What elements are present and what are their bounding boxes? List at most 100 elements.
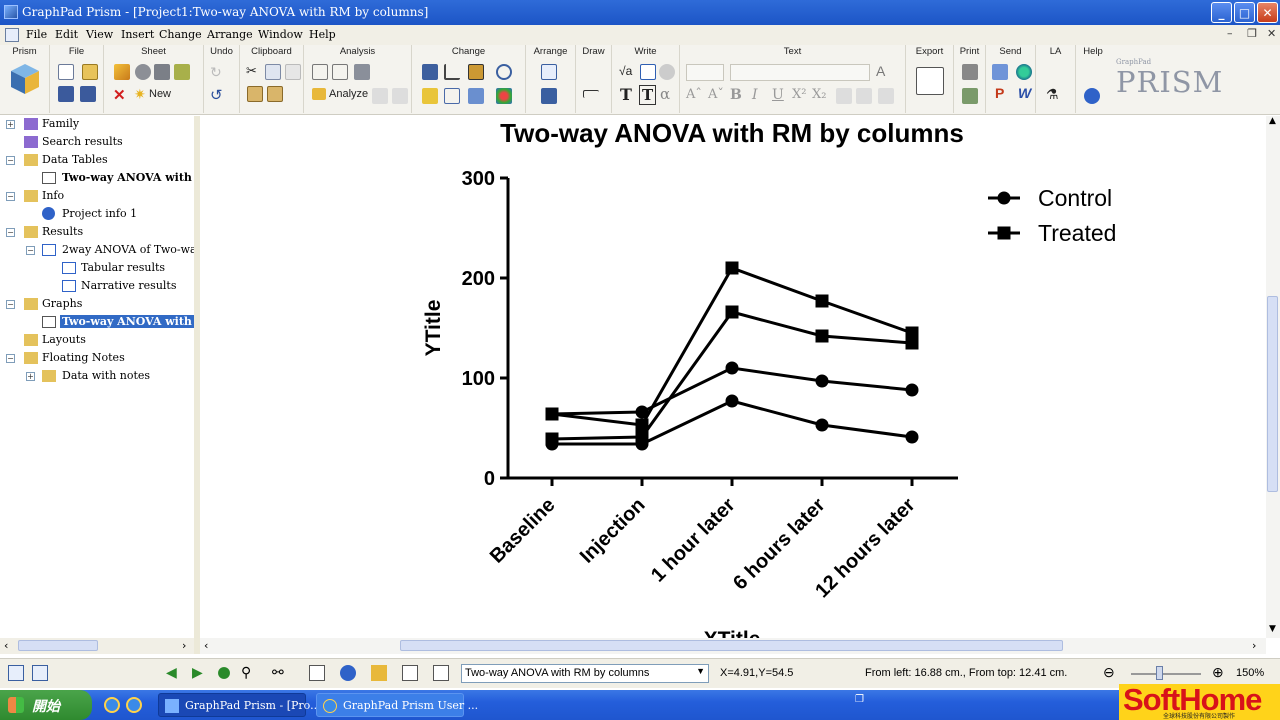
pencil-icon[interactable]	[114, 64, 130, 80]
delete-sheet-icon[interactable]: ✕	[113, 87, 126, 104]
data-point-circle[interactable]	[815, 418, 829, 432]
ie-icon[interactable]	[126, 697, 142, 713]
previous-sheet-icon[interactable]: ◀	[166, 664, 177, 680]
mdi-minimize-button[interactable]: –	[1227, 27, 1233, 40]
text-box-icon[interactable]: T	[639, 85, 657, 105]
tray-restore-icon[interactable]: ❐	[855, 694, 864, 705]
prism-cube-icon[interactable]	[9, 62, 41, 96]
gear-icon[interactable]	[135, 64, 151, 80]
grow-font-icon[interactable]: Aˆ	[686, 87, 702, 102]
word-icon[interactable]: W	[1018, 85, 1032, 101]
close-button[interactable]: ✕	[1257, 2, 1278, 23]
superscript-icon[interactable]: X²	[792, 87, 807, 102]
curve-fit-icon[interactable]	[332, 64, 348, 80]
data-point-circle[interactable]	[725, 394, 739, 408]
zoom-slider-thumb[interactable]	[1156, 666, 1163, 680]
scroll-up-icon[interactable]: ▲	[1269, 116, 1276, 126]
copy-special-icon[interactable]	[285, 64, 301, 80]
data-point-circle[interactable]	[905, 383, 919, 397]
data-point-circle[interactable]	[635, 405, 649, 419]
powerpoint-icon[interactable]: P	[995, 85, 1005, 101]
data-point-square[interactable]	[815, 329, 829, 343]
font-color-icon[interactable]: A	[876, 63, 886, 79]
mdi-restore-button[interactable]: ❐	[1247, 27, 1257, 40]
paste-icon[interactable]	[247, 86, 263, 102]
x-tick-label[interactable]: 1 hour later	[647, 494, 740, 587]
paste-special-icon[interactable]	[267, 86, 283, 102]
scroll-thumb[interactable]	[18, 640, 98, 651]
navigator-horizontal-scrollbar[interactable]: ‹ ›	[0, 638, 196, 654]
zoom-out-icon[interactable]: ⊖	[1103, 664, 1115, 680]
chart[interactable]: Two-way ANOVA with RM by columns YTitle …	[200, 116, 1266, 638]
legend-label[interactable]: Control	[1038, 185, 1112, 211]
copy-icon[interactable]	[265, 64, 281, 80]
save-icon[interactable]	[58, 86, 74, 102]
expand-icon[interactable]: +	[26, 372, 35, 381]
navigator-toggle-icon[interactable]	[8, 665, 24, 681]
data-point-square[interactable]	[725, 305, 739, 319]
lab-flask-icon[interactable]: ⚗	[1046, 86, 1059, 102]
data-point-circle[interactable]	[725, 361, 739, 375]
cut-icon[interactable]: ✂	[246, 63, 257, 78]
italic-icon[interactable]: I	[752, 87, 758, 103]
menu-change[interactable]: Change	[159, 28, 202, 41]
new-sheet-button[interactable]: New	[149, 88, 172, 100]
graph-vertical-scrollbar[interactable]: ▲ ▼	[1266, 116, 1280, 638]
zoom-in-icon[interactable]: ⊕	[1212, 664, 1224, 680]
data-point-circle[interactable]	[815, 374, 829, 388]
axes-icon[interactable]	[444, 64, 460, 80]
collapse-icon[interactable]: −	[26, 246, 35, 255]
graph-horizontal-scrollbar[interactable]: ‹ ›	[200, 638, 1266, 654]
chevron-down-icon[interactable]: ▼	[696, 666, 705, 676]
link-icon[interactable]: ⚯	[272, 664, 284, 680]
format-cycle-icon[interactable]	[496, 64, 512, 80]
new-sheet-star-icon[interactable]: ✷	[134, 86, 146, 102]
legend-marker-square[interactable]	[997, 226, 1011, 240]
document-icon[interactable]	[5, 28, 19, 42]
info-sheet-icon[interactable]	[340, 665, 356, 681]
graph-sheet-icon[interactable]	[402, 665, 418, 681]
gallery-icon[interactable]	[32, 665, 48, 681]
menu-edit[interactable]: Edit	[55, 28, 79, 41]
wand-icon[interactable]	[174, 64, 190, 80]
printer-icon[interactable]	[962, 64, 978, 80]
tools-icon[interactable]	[392, 88, 408, 104]
mdi-close-button[interactable]: ✕	[1267, 27, 1277, 40]
y-tick-label[interactable]: 0	[484, 468, 495, 490]
data-point-square[interactable]	[905, 326, 919, 340]
bar-color-icon[interactable]	[468, 64, 484, 80]
zoom-slider-track[interactable]	[1131, 673, 1201, 675]
web-globe-icon[interactable]	[1016, 64, 1032, 80]
find-binoculars-icon[interactable]: ⚲	[241, 664, 252, 680]
line-spacing-icon[interactable]	[836, 88, 852, 104]
help-icon[interactable]	[1084, 88, 1100, 104]
ie-icon[interactable]	[104, 697, 120, 713]
x-tick-label[interactable]: Baseline	[486, 494, 560, 568]
greek-alpha-icon[interactable]: α	[660, 85, 671, 103]
chart-title[interactable]: Two-way ANOVA with RM by columns	[500, 118, 964, 148]
x-axis-title[interactable]: XTitle	[704, 628, 761, 638]
y-tick-label[interactable]: 200	[462, 268, 495, 290]
draw-line-icon[interactable]	[583, 90, 599, 98]
taskbar-item-prism[interactable]: GraphPad Prism - [Pro...	[158, 693, 321, 717]
maximize-button[interactable]: □	[1234, 2, 1255, 23]
x-tick-label[interactable]: Injection	[576, 494, 650, 568]
menu-arrange[interactable]: Arrange	[207, 28, 253, 41]
data-point-square[interactable]	[725, 261, 739, 275]
y-tick-label[interactable]: 300	[462, 168, 495, 190]
next-sheet-icon[interactable]: ▶	[192, 664, 203, 680]
undo-icon[interactable]: ↺	[210, 87, 223, 104]
collapse-icon[interactable]: −	[6, 354, 15, 363]
open-folder-icon[interactable]	[82, 64, 98, 80]
save-as-icon[interactable]	[80, 86, 96, 102]
send-email-icon[interactable]	[992, 64, 1008, 80]
data-point-circle[interactable]	[905, 430, 919, 444]
data-point-square[interactable]	[635, 418, 649, 432]
new-file-icon[interactable]	[58, 64, 74, 80]
expand-icon[interactable]: +	[6, 120, 15, 129]
scroll-right-icon[interactable]: ›	[1252, 639, 1257, 652]
results-sheet-icon[interactable]	[371, 665, 387, 681]
scroll-thumb[interactable]	[1267, 296, 1278, 492]
table-analysis-icon[interactable]	[354, 64, 370, 80]
y-tick-label[interactable]: 100	[462, 368, 495, 390]
